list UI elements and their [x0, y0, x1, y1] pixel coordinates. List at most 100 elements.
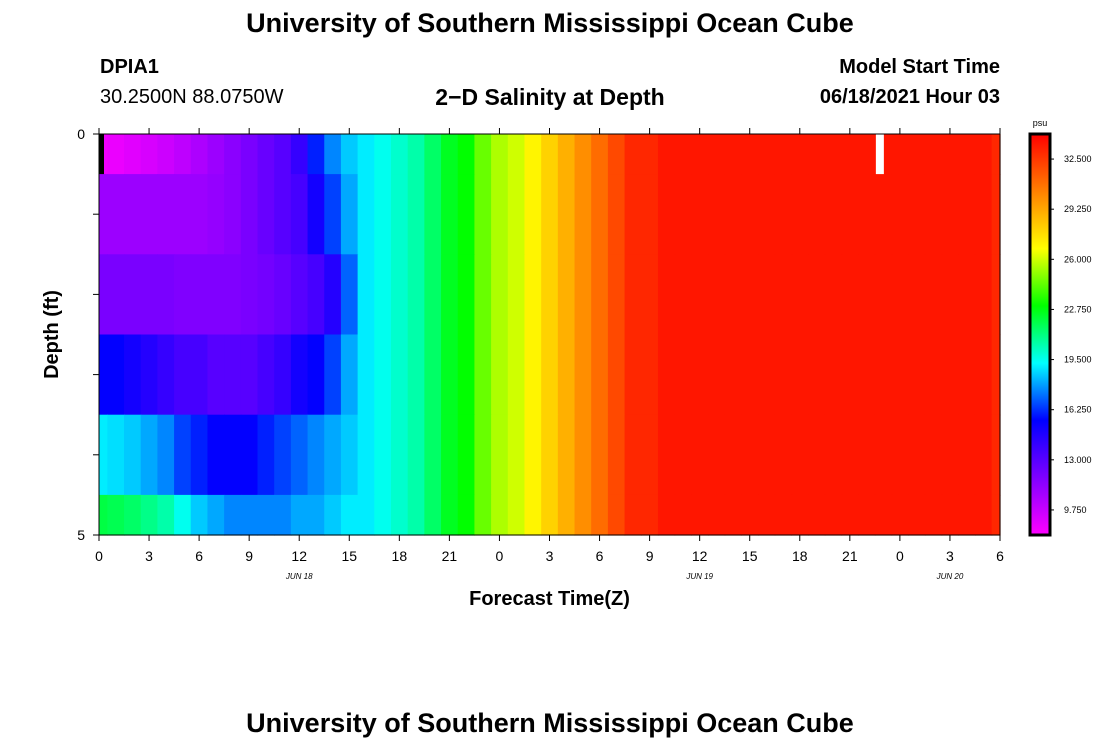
heatmap-cell: [708, 494, 726, 536]
heatmap-cell: [691, 254, 709, 336]
heatmap-cell: [207, 174, 225, 255]
station-id: DPIA1: [100, 56, 159, 78]
heatmap-cell: [774, 334, 793, 416]
page-title: University of Southern Mississippi Ocean…: [246, 8, 854, 38]
heatmap-cell: [874, 254, 893, 336]
heatmap-cell: [524, 254, 542, 336]
heatmap-cell: [324, 174, 342, 255]
date-label: JUN 18: [285, 572, 313, 581]
heatmap-cell: [858, 134, 876, 175]
heatmap-cell: [974, 334, 993, 416]
x-axis-title: Forecast Time(Z): [469, 588, 630, 610]
heatmap-cell: [924, 334, 943, 416]
heatmap-cell: [908, 334, 926, 416]
heatmap-cell: [674, 254, 692, 336]
x-tick-label: 0: [896, 548, 904, 564]
heatmap-cell: [657, 494, 676, 536]
heatmap-cell: [741, 134, 759, 175]
heatmap-cell: [741, 414, 759, 496]
heatmap-cell: [190, 414, 209, 496]
heatmap-cell: [140, 254, 158, 336]
y-tick-label: 5: [77, 527, 85, 543]
heatmap-cell: [791, 254, 809, 336]
heatmap-cell: [474, 494, 492, 536]
heatmap-cell: [858, 334, 876, 416]
colorbar-tick-label: 22.750: [1064, 304, 1092, 314]
heatmap-cell: [724, 414, 742, 496]
heatmap-cell: [340, 414, 359, 496]
heatmap-cell: [624, 334, 642, 416]
x-tick-label: 21: [842, 548, 858, 564]
heatmap-cell: [791, 494, 809, 536]
heatmap-cell: [891, 414, 909, 496]
heatmap-cell: [758, 334, 776, 416]
heatmap-cell: [124, 414, 142, 496]
heatmap-cell: [274, 494, 292, 536]
heatmap-cell: [924, 254, 943, 336]
heatmap-cell: [691, 174, 709, 255]
heatmap-cell: [841, 334, 859, 416]
heatmap-cell: [99, 254, 108, 336]
heatmap-cell: [908, 254, 926, 336]
heatmap-cell: [891, 174, 909, 255]
heatmap-cell: [174, 134, 192, 175]
heatmap-cell: [858, 254, 876, 336]
model-start-value: 06/18/2021 Hour 03: [819, 86, 1000, 108]
heatmap-cell: [474, 414, 492, 496]
heatmap-cell: [107, 254, 125, 336]
heatmap-cell: [674, 134, 692, 175]
x-tick-label: 3: [546, 548, 554, 564]
heatmap-cell: [307, 494, 325, 536]
x-tick-label: 9: [646, 548, 654, 564]
heatmap-cell: [591, 414, 609, 496]
heatmap-cell: [357, 414, 375, 496]
colorbar-tick-label: 9.750: [1064, 505, 1087, 515]
x-tick-label: 12: [692, 548, 708, 564]
heatmap-cell: [340, 334, 359, 416]
heatmap-cell: [908, 414, 926, 496]
heatmap-cell: [240, 414, 259, 496]
heatmap-cell: [557, 134, 576, 175]
heatmap-cell: [107, 174, 125, 255]
x-tick-label: 3: [946, 548, 954, 564]
heatmap-cell: [424, 134, 442, 175]
heatmap-cell: [307, 414, 325, 496]
heatmap-cell: [441, 334, 459, 416]
heatmap-cell: [474, 174, 492, 255]
chart-title: 2−D Salinity at Depth: [435, 84, 665, 110]
heatmap-cell: [307, 334, 325, 416]
heatmap-cell: [824, 254, 843, 336]
date-label: JUN 19: [685, 572, 713, 581]
heatmap-cell: [190, 254, 209, 336]
colorbar: psu 9.750 13.000 16.250 19.500 22.750 26.000 29…: [1028, 118, 1092, 537]
heatmap-cell: [657, 254, 676, 336]
heatmap-cell: [941, 174, 959, 255]
heatmap-cell: [457, 174, 476, 255]
heatmap-cell: [441, 414, 459, 496]
heatmap-cell: [724, 254, 742, 336]
heatmap-cell: [808, 494, 826, 536]
heatmap-cell: [908, 494, 926, 536]
heatmap-cell: [708, 254, 726, 336]
heatmap-cell: [524, 414, 542, 496]
heatmap-cell: [374, 254, 392, 336]
heatmap-cell: [941, 334, 959, 416]
heatmap-cell: [774, 494, 793, 536]
heatmap-cell: [374, 414, 392, 496]
heatmap-cell: [140, 134, 158, 175]
heatmap-cell: [374, 134, 392, 175]
heatmap-cell: [307, 174, 325, 255]
colorbar-tick-label: 29.250: [1064, 204, 1092, 214]
heatmap-cell: [624, 134, 642, 175]
heatmap-cell: [424, 494, 442, 536]
heatmap-cell: [491, 134, 509, 175]
heatmap-cell: [290, 134, 309, 175]
heatmap-cell: [257, 174, 275, 255]
heatmap-cell: [224, 254, 242, 336]
x-tick-label: 6: [195, 548, 203, 564]
x-tick-label: 6: [996, 548, 1004, 564]
heatmap-cell: [874, 494, 893, 536]
heatmap-cell: [491, 174, 509, 255]
x-tick-label: 0: [496, 548, 504, 564]
